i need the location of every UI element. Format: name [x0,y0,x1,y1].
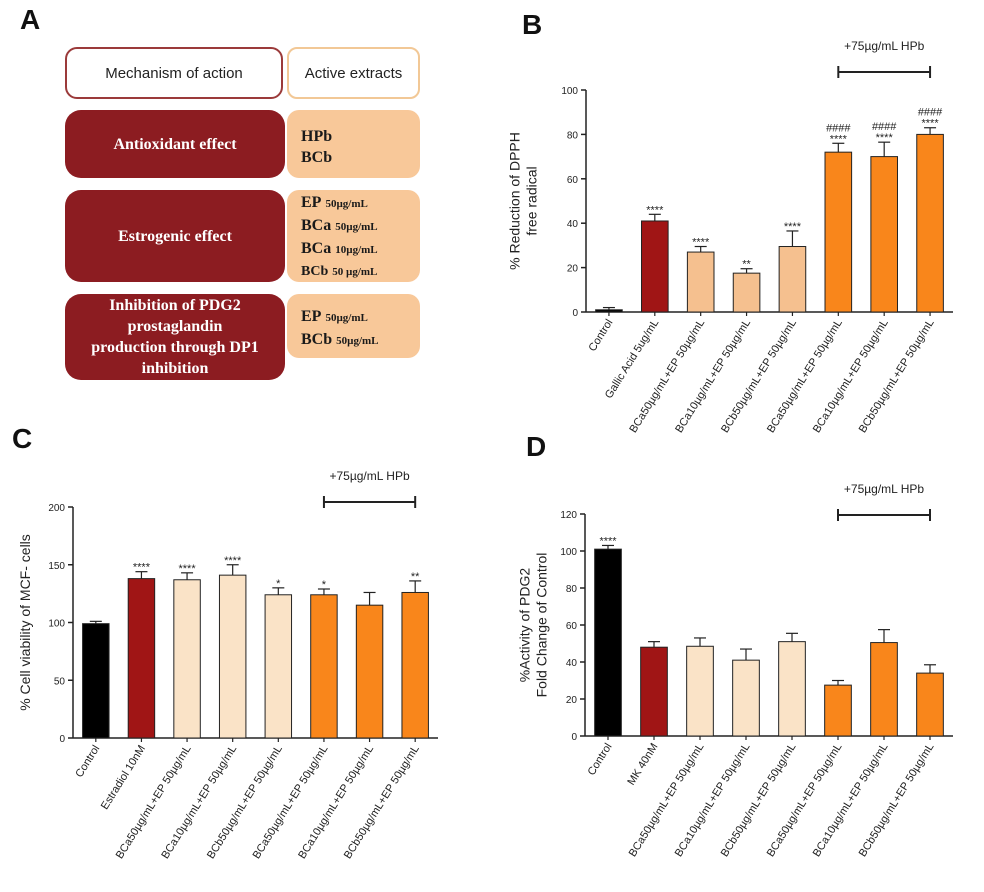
chart-d-y-tick-label: 80 [566,584,578,595]
chart-c-y-tick-label: 200 [48,503,65,514]
extract-line: EP 50µg/mL [301,306,420,329]
chart-b-significance: **** [692,237,710,249]
extracts-estrogenic: EP 50µg/mL BCa 50µg/mL BCa 10µg/mL BCb 50 µg… [287,190,420,282]
chart-c-y-tick-label: 100 [48,619,65,630]
chart-b-bar [778,246,807,313]
chart-b-significance: #### [872,121,897,133]
chart-d-bar [870,642,898,737]
chart-d-x-tick-label: Control [586,741,615,777]
chart-b-y-tick-label: 0 [572,308,578,319]
chart-c-significance: * [276,578,281,590]
chart-b-significance: ** [742,259,751,271]
extract-line: BCb 50 µg/mL [301,261,420,283]
extract-line: BCb 50µg/mL [301,329,420,352]
chart-d-y-label: %Activity of PDG2 [517,568,533,683]
extract-name: HPb [301,128,333,145]
extract-conc: 50µg/mL [325,197,368,210]
chart-c-bar [310,594,338,739]
chart-b-bar [916,133,944,313]
chart-b-significance: #### [826,122,851,134]
chart-d-y-tick-label: 60 [566,621,578,632]
extract-name: EP [301,308,322,325]
extracts-header: Active extracts [287,47,420,99]
chart-b-significance: #### [918,107,943,119]
chart-d-y-label: Fold Change of Control [534,553,550,698]
chart-b-significance: **** [922,118,940,130]
chart-d-y-tick-label: 0 [571,732,577,743]
chart-b-y-label: free radical [524,166,540,235]
chart-b-significance: **** [876,132,894,144]
chart-b-significance: **** [784,221,802,233]
chart-c-significance: **** [179,563,197,575]
extract-line: HPb [301,126,420,147]
extract-conc: 10µg/mL [335,243,378,256]
chart-b-bar [870,156,898,313]
chart-c-bracket-label: +75µg/mL HPb [329,469,410,483]
chart-c-letter: C [12,423,32,454]
chart-d-bar [640,646,668,737]
chart-d-y-tick-label: 40 [566,658,578,669]
chart-c-significance: ** [411,571,420,583]
extract-conc: 50 µg/mL [332,265,378,278]
extract-name: BCa [301,216,332,234]
chart-b-bracket-label: +75µg/mL HPb [844,39,925,53]
extract-name: BCa [301,239,332,257]
extract-name: EP [301,193,322,211]
panel-a-letter: A [20,4,41,35]
chart-b-y-label: % Reduction of DPPH [507,132,523,270]
chart-d-bar [916,672,944,737]
chart-d-y-tick-label: 20 [566,695,578,706]
chart-b-y-tick-label: 60 [567,175,579,186]
chart-d-x-tick-label: MK 40nM [625,741,660,787]
chart-c-y-label: % Cell viability of MCF- cells [17,534,33,711]
chart-d-significance: **** [599,535,617,547]
chart-c-y-tick-label: 50 [54,676,66,687]
chart-b-y-tick-label: 100 [561,86,578,97]
extract-line: BCa 10µg/mL [301,238,420,261]
chart-c-bar [82,623,110,739]
extract-name: BCb [301,331,333,348]
chart-c-significance: * [322,579,327,591]
extract-line: BCb [301,147,420,168]
extract-conc: 50µg/mL [336,335,379,347]
extracts-pdg2-inhibition: EP 50µg/mL BCb 50µg/mL [287,294,420,358]
chart-d-bar [824,684,852,737]
mechanism-antioxidant: Antioxidant effect [65,110,285,178]
chart-b-y-tick-label: 80 [567,130,579,141]
extract-name: BCb [301,149,333,166]
chart-d-y-tick-label: 120 [560,510,577,521]
chart-c-y-tick-label: 150 [48,561,65,572]
chart-d-bar [594,548,622,737]
extract-name: BCb [301,263,329,279]
chart-c-y-tick-label: 0 [59,734,65,745]
chart-c-bar [355,604,384,739]
chart-d-bar [778,641,806,737]
chart-d-bar [686,645,714,737]
chart-d-y-tick-label: 100 [560,547,577,558]
chart-d-bracket-label: +75µg/mL HPb [844,482,925,496]
extract-line: BCa 50µg/mL [301,215,420,238]
mechanism-pdg2-inhibition: Inhibition of PDG2 prostaglandin product… [65,294,285,380]
chart-b-y-tick-label: 20 [567,264,579,275]
extract-line: EP 50µg/mL [301,192,420,215]
chart-c-significance: **** [133,562,151,574]
chart-b-significance: **** [830,133,848,145]
chart-c-significance: **** [224,555,242,567]
chart-d-letter: D [526,431,546,462]
chart-c-bar [218,574,247,739]
chart-d-bar [732,659,760,737]
mechanism-header: Mechanism of action [65,47,283,99]
chart-b-letter: B [522,9,542,40]
extract-conc: 50µg/mL [325,312,368,324]
extract-conc: 50µg/mL [335,220,378,233]
extracts-antioxidant: HPb BCb [287,110,420,178]
chart-b-y-tick-label: 40 [567,219,579,230]
chart-b-significance: **** [646,204,664,216]
mechanism-estrogenic: Estrogenic effect [65,190,285,282]
chart-b-bar [686,251,715,313]
